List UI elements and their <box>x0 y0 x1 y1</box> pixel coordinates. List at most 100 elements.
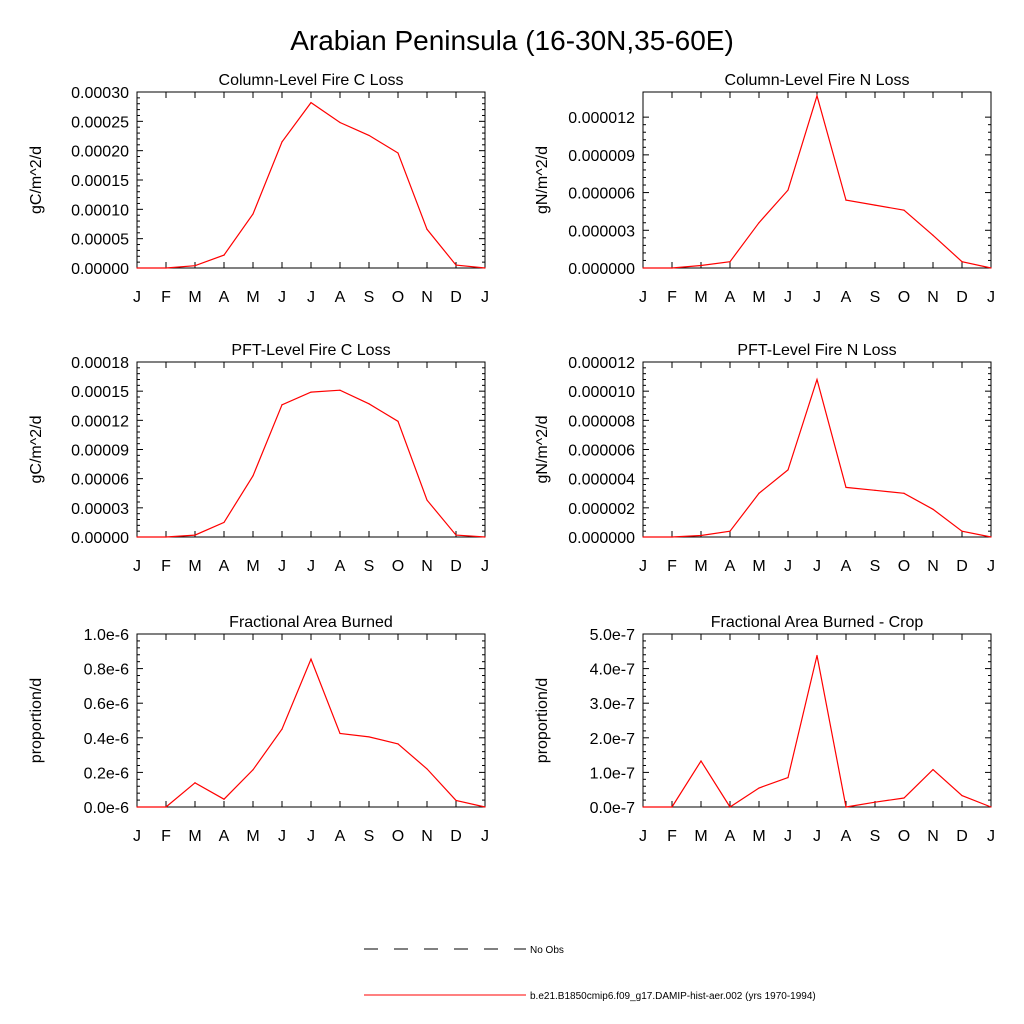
series-line <box>137 657 486 808</box>
y-tick-label: 0.000006 <box>568 443 635 460</box>
x-tick-label: S <box>364 828 375 845</box>
data-point <box>787 776 789 779</box>
data-point <box>845 806 847 808</box>
data-point <box>281 141 283 143</box>
y-tick-label: 0.00020 <box>71 144 129 161</box>
chart-panels: Column-Level Fire C LossgC/m^2/d0.000000… <box>28 72 995 845</box>
x-tick-label: J <box>278 558 286 575</box>
series-line <box>643 377 992 538</box>
x-tick-label: J <box>307 828 315 845</box>
data-point <box>874 489 876 491</box>
chart-panel: PFT-Level Fire N Loss gN/m^2/d 0.000000 0.0… <box>534 342 995 575</box>
y-tick-label: 0.00012 <box>71 413 129 430</box>
data-point <box>368 134 370 137</box>
x-tick-label: N <box>421 828 433 845</box>
x-tick-label: A <box>335 558 346 575</box>
x-tick-label: J <box>987 289 995 306</box>
x-tick-label: A <box>725 558 736 575</box>
plot-frame <box>136 91 486 269</box>
data-point <box>961 261 963 263</box>
x-tick-label: F <box>667 828 677 845</box>
data-point <box>194 782 196 784</box>
data-point <box>339 121 341 124</box>
y-tick-label: 2.0e-7 <box>590 731 635 748</box>
chart-title: Fractional Area Burned <box>229 614 393 631</box>
y-tick-label: 0.8e-6 <box>84 662 129 679</box>
x-tick-label: M <box>188 828 201 845</box>
x-tick-label: N <box>421 289 433 306</box>
data-point <box>426 499 428 501</box>
x-tick-label: J <box>784 558 792 575</box>
x-tick-label: D <box>450 828 462 845</box>
data-point <box>990 267 992 269</box>
series-line <box>643 655 992 808</box>
y-tick-label: 0.00005 <box>71 232 129 249</box>
data-point <box>758 787 760 789</box>
x-tick-label: O <box>898 289 910 306</box>
data-point <box>252 475 254 477</box>
data-point <box>961 530 963 532</box>
x-tick-label: A <box>335 828 346 845</box>
x-tick-label: J <box>481 289 489 306</box>
chart-title: Fractional Area Burned - Crop <box>711 614 924 631</box>
data-point <box>816 95 818 97</box>
x-tick-label: A <box>219 289 230 306</box>
y-tick-label: 0.000003 <box>568 223 635 240</box>
y-axis-label: gN/m^2/d <box>534 146 551 214</box>
x-tick-label: F <box>667 558 677 575</box>
data-point <box>310 391 312 393</box>
y-tick-label: 0.00006 <box>71 472 129 489</box>
x-tick-label: D <box>450 289 462 306</box>
data-point <box>368 736 370 738</box>
y-tick-label: 0.00000 <box>71 530 129 547</box>
data-point <box>455 534 457 536</box>
data-point <box>455 264 457 266</box>
y-tick-label: 0.2e-6 <box>84 765 129 782</box>
x-tick-label: S <box>364 558 375 575</box>
y-tick-label: 3.0e-7 <box>590 696 635 713</box>
y-tick-label: 1.0e-6 <box>84 627 129 644</box>
data-point <box>671 806 673 808</box>
data-point <box>136 267 138 269</box>
y-tick-label: 0.6e-6 <box>84 696 129 713</box>
chart-title: PFT-Level Fire C Loss <box>231 342 390 359</box>
x-tick-label: F <box>161 289 171 306</box>
data-point <box>339 389 341 391</box>
x-tick-label: J <box>987 558 995 575</box>
data-point <box>932 234 934 236</box>
y-tick-label: 0.4e-6 <box>84 731 129 748</box>
x-tick-label: M <box>188 558 201 575</box>
x-tick-label: J <box>278 828 286 845</box>
x-tick-label: M <box>752 289 765 306</box>
data-point <box>874 204 876 206</box>
data-point <box>932 769 934 771</box>
x-tick-label: J <box>481 558 489 575</box>
data-point <box>845 486 847 489</box>
data-point <box>990 806 992 808</box>
x-tick-label: S <box>870 828 881 845</box>
x-tick-label: A <box>219 828 230 845</box>
x-tick-label: J <box>278 289 286 306</box>
y-axis-label: proportion/d <box>28 678 45 763</box>
x-tick-label: A <box>335 289 346 306</box>
plot-frame <box>136 361 486 538</box>
data-point <box>903 797 905 799</box>
chart-panel: Fractional Area Burned proportion/d 0.0e-6… <box>28 614 489 845</box>
legend: No Obs b.e21.B1850cmip6.f09_g17.DAMIP-hi… <box>364 945 816 1002</box>
data-point <box>729 806 731 808</box>
y-tick-label: 0.00009 <box>71 443 129 460</box>
chart-title: Column-Level Fire N Loss <box>725 72 910 89</box>
x-tick-label: J <box>481 828 489 845</box>
x-tick-label: M <box>246 828 259 845</box>
x-tick-label: J <box>133 289 141 306</box>
x-tick-label: F <box>161 558 171 575</box>
data-point <box>368 403 370 405</box>
y-tick-label: 0.00000 <box>71 261 129 278</box>
data-point <box>455 799 457 802</box>
legend-model-label: b.e21.B1850cmip6.f09_g17.DAMIP-hist-aer.… <box>530 991 816 1002</box>
data-point <box>671 536 673 538</box>
chart-title: PFT-Level Fire N Loss <box>737 342 896 359</box>
data-point <box>310 101 312 104</box>
x-tick-label: J <box>133 828 141 845</box>
plot-frame <box>642 91 992 269</box>
